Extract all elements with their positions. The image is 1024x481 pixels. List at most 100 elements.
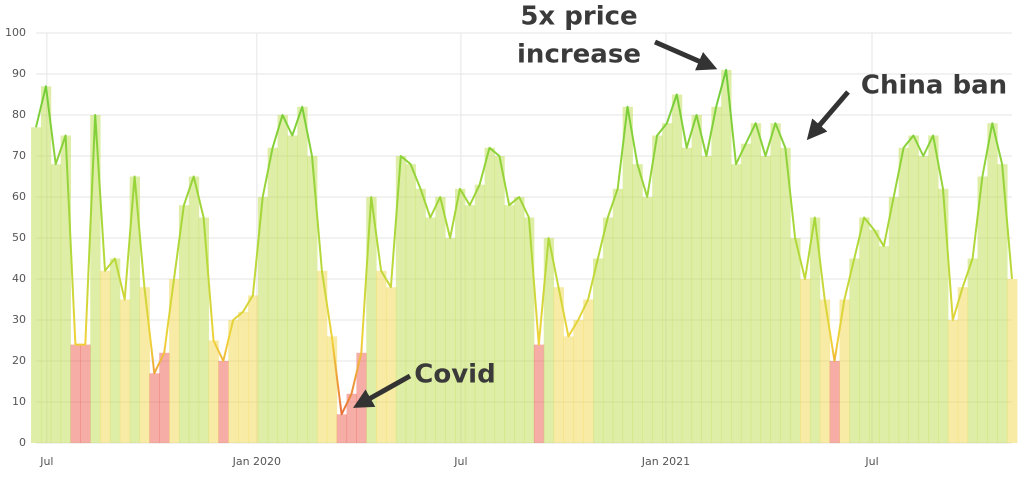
area-column <box>632 164 643 443</box>
area-column <box>218 361 229 443</box>
x-tick-label: Jan 2021 <box>641 455 690 468</box>
area-column <box>31 127 42 444</box>
area-column <box>563 336 574 443</box>
area-column <box>809 217 821 443</box>
area-column <box>514 197 525 443</box>
area-column <box>169 279 180 443</box>
area-column <box>553 287 564 443</box>
area-column <box>149 373 160 443</box>
annotation: 5x price <box>520 2 637 32</box>
area-column <box>139 287 150 443</box>
y-tick-label: 90 <box>12 67 26 80</box>
y-tick-label: 30 <box>12 313 26 326</box>
area-column <box>238 311 249 443</box>
y-tick-label: 0 <box>19 436 26 449</box>
area-column <box>731 164 742 443</box>
area-column <box>642 197 653 443</box>
area-column <box>346 393 357 443</box>
area-column <box>760 156 771 443</box>
area-column <box>770 123 781 443</box>
area-column <box>859 217 870 443</box>
area-column <box>750 123 762 443</box>
area-column <box>405 164 417 443</box>
area-column <box>40 86 52 444</box>
x-tick-label: Jul <box>453 455 467 468</box>
area-column <box>977 176 988 443</box>
area-column <box>888 197 900 443</box>
area-column <box>316 270 328 443</box>
area-column <box>819 299 831 443</box>
area-column <box>878 246 890 443</box>
annotation: Covid <box>414 360 495 390</box>
area-column <box>681 147 693 444</box>
x-tick-label: Jul <box>864 455 878 468</box>
area-column <box>593 258 604 443</box>
area-column <box>247 295 259 443</box>
area-column <box>129 176 141 443</box>
area-column <box>711 106 722 444</box>
labels: 0 10 20 30 40 50 60 70 80 90 100 Jul Jan 2020 Jul Jan … <box>5 26 879 468</box>
area-column <box>80 344 91 443</box>
area-column <box>494 156 505 443</box>
area-column <box>652 135 663 443</box>
area-column <box>691 115 702 443</box>
area-column <box>376 270 387 443</box>
area-column <box>898 147 909 444</box>
area-column <box>198 217 210 443</box>
arrow <box>353 373 412 408</box>
area-column <box>928 135 939 443</box>
x-tick-label: Jan 2020 <box>232 455 281 468</box>
y-tick-label: 60 <box>12 190 26 203</box>
area-column <box>395 156 407 443</box>
area-column <box>425 217 436 443</box>
y-tick-label: 100 <box>5 26 26 39</box>
area-column <box>109 258 121 443</box>
line-layer <box>35 68 1013 416</box>
area-column <box>100 270 111 443</box>
area-column <box>918 156 929 443</box>
area-column <box>366 197 377 443</box>
area-column <box>464 205 476 443</box>
area-column <box>583 299 594 443</box>
area-column <box>159 352 170 443</box>
area-column <box>228 320 239 443</box>
area-column <box>188 176 200 443</box>
area-column <box>90 115 101 443</box>
area-column <box>1007 279 1018 443</box>
line <box>35 68 1013 416</box>
annotation: increase <box>517 40 641 70</box>
area-column <box>908 135 919 443</box>
area-column <box>543 238 555 443</box>
area-column <box>178 205 190 443</box>
area-column <box>474 184 486 443</box>
area-column <box>662 123 673 443</box>
area-column <box>267 147 279 444</box>
area-column <box>721 69 732 444</box>
area-column <box>445 238 456 443</box>
area-column <box>287 135 298 443</box>
y-tick-label: 70 <box>12 149 26 162</box>
annotation: China ban <box>861 71 1007 101</box>
area-column <box>622 106 633 444</box>
area-column <box>208 340 219 443</box>
area-column <box>612 188 624 443</box>
area-column <box>336 414 348 443</box>
y-tick-label: 80 <box>12 108 26 121</box>
area-column <box>504 205 515 443</box>
area-column <box>307 156 318 443</box>
area-column <box>800 279 811 443</box>
area-column <box>839 299 850 443</box>
area-columns <box>31 69 1018 444</box>
arrow <box>654 39 718 71</box>
area-column <box>385 287 397 443</box>
arrow <box>806 90 850 141</box>
area-column <box>524 217 535 443</box>
area-column <box>119 299 131 443</box>
area-column <box>790 238 801 443</box>
area-column <box>987 123 998 443</box>
area-column <box>947 320 959 443</box>
area-column <box>454 188 466 443</box>
area-column <box>967 258 978 443</box>
area-column <box>740 143 752 443</box>
